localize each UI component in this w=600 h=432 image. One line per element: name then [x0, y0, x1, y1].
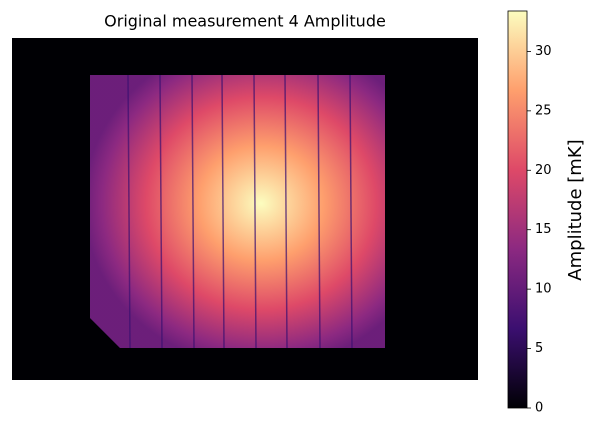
busbar — [284, 75, 288, 348]
busbar — [221, 75, 225, 348]
colorbar-tick-label: 15 — [535, 222, 552, 237]
colorbar-tick-label: 10 — [535, 282, 552, 297]
heat-image — [90, 75, 385, 348]
busbar — [159, 75, 163, 348]
colorbar-tick-label: 30 — [535, 44, 552, 59]
busbars — [127, 75, 353, 348]
colorbar-tick-label: 20 — [535, 163, 552, 178]
busbar — [349, 75, 353, 348]
busbar — [317, 75, 321, 348]
busbar — [127, 75, 131, 348]
colorbar — [507, 10, 528, 409]
panel-heat — [90, 75, 385, 348]
busbar — [253, 75, 257, 348]
chart-title: Original measurement 4 Amplitude — [104, 12, 386, 31]
colorbar-tick-label: 25 — [535, 103, 552, 118]
busbar — [191, 75, 195, 348]
colorbar-tick-label: 0 — [535, 401, 543, 416]
colorbar-tick-label: 5 — [535, 341, 543, 356]
colorbar-label: Amplitude [mK] — [565, 139, 586, 280]
